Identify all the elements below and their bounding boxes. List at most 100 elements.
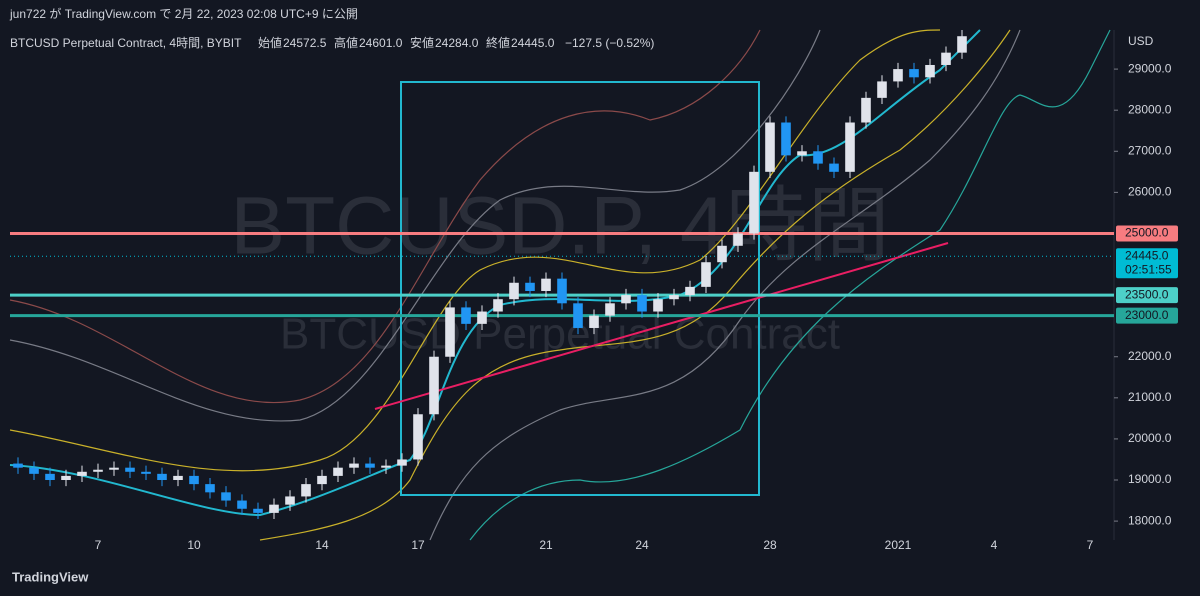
level-tag — [1116, 287, 1178, 304]
candle-body — [285, 496, 295, 505]
x-tick-label: 24 — [635, 538, 649, 552]
legend-close-label: 終値 — [486, 35, 510, 50]
x-tick-label: 7 — [1087, 538, 1094, 552]
candle-body — [589, 315, 599, 328]
trend-line — [374, 242, 949, 410]
legend-symbol: BTCUSD Perpetual Contract, 4時間, BYBIT — [10, 36, 242, 50]
level-tag — [1116, 225, 1178, 242]
candle-body — [29, 467, 39, 474]
candle-body — [685, 286, 695, 296]
candle-body — [125, 467, 135, 472]
last-price-label: 24445.0 — [1125, 248, 1169, 262]
candle-body — [237, 500, 247, 509]
candle-body — [717, 245, 727, 263]
candle-body — [477, 311, 487, 324]
x-tick-label: 10 — [187, 538, 201, 552]
candle-body — [701, 262, 711, 287]
candle-body — [797, 151, 807, 156]
x-tick-label: 17 — [411, 538, 425, 552]
legend-high-label: 高値 — [334, 35, 358, 50]
candle-body — [909, 69, 919, 78]
level-label: 25000.0 — [1125, 226, 1169, 240]
candle-body — [605, 303, 615, 316]
candle-body — [93, 469, 103, 472]
y-tick-label: 27000.0 — [1128, 143, 1172, 157]
y-tick-label: 19000.0 — [1128, 472, 1172, 486]
countdown: 02:51:55 — [1125, 262, 1172, 276]
candle-body — [893, 69, 903, 82]
candle-body — [253, 508, 263, 513]
level-label: 23500.0 — [1125, 287, 1169, 301]
candle-body — [573, 303, 583, 328]
candle-body — [301, 484, 311, 497]
candle-body — [829, 163, 839, 172]
x-tick-label: 4 — [991, 538, 998, 552]
y-tick-label: 18000.0 — [1128, 513, 1172, 527]
candle-body — [317, 475, 327, 485]
candle-body — [765, 122, 775, 172]
legend-high: 24601.0 — [359, 36, 403, 50]
y-tick-label: 28000.0 — [1128, 102, 1172, 116]
x-tick-label: 2021 — [885, 538, 912, 552]
selection-box — [400, 81, 760, 496]
y-tick-label: 22000.0 — [1128, 349, 1172, 363]
candle-body — [381, 465, 391, 468]
candle-body — [621, 295, 631, 304]
legend-change: −127.5 (−0.52%) — [565, 36, 654, 50]
currency: USD — [1128, 34, 1154, 48]
footer-brand: TradingView — [12, 569, 89, 584]
candle-body — [333, 467, 343, 476]
legend-close: 24445.0 — [511, 36, 555, 50]
candle-body — [813, 151, 823, 164]
candle-body — [957, 36, 967, 53]
candle-body — [493, 299, 503, 312]
level-label: 23000.0 — [1125, 308, 1169, 322]
candle-body — [541, 278, 551, 291]
candle-body — [653, 299, 663, 312]
candle-body — [445, 307, 455, 357]
candle-body — [557, 278, 567, 304]
x-tick-label: 28 — [763, 538, 777, 552]
candle-body — [637, 295, 647, 312]
candle-body — [781, 122, 791, 156]
watermark-line1: BTCUSD.P, 4時間 — [230, 181, 889, 272]
candle-body — [429, 356, 439, 415]
candle-body — [157, 473, 167, 481]
candle-body — [413, 414, 423, 460]
candle-body — [669, 295, 679, 300]
y-tick-label: 21000.0 — [1128, 390, 1172, 404]
x-tick-label: 7 — [95, 538, 102, 552]
candle-body — [941, 52, 951, 65]
candle-body — [349, 463, 359, 468]
candle-body — [861, 97, 871, 123]
candle-body — [221, 492, 231, 501]
candle-body — [525, 282, 535, 291]
candle-body — [845, 122, 855, 172]
last-price-tag — [1116, 248, 1178, 279]
legend-low: 24284.0 — [435, 36, 479, 50]
candle-body — [13, 463, 23, 468]
y-tick-label: 26000.0 — [1128, 185, 1172, 199]
y-tick-label: 20000.0 — [1128, 431, 1172, 445]
x-tick-label: 21 — [539, 538, 553, 552]
candle-body — [509, 282, 519, 300]
legend-open-label: 始値 — [258, 35, 282, 50]
y-tick-label: 29000.0 — [1128, 61, 1172, 75]
publisher: jun722 が TradingView.com で 2月 22, 2023 0… — [9, 6, 358, 21]
candle-body — [173, 475, 183, 481]
candle-body — [205, 484, 215, 493]
candle-body — [365, 463, 375, 468]
candle-body — [109, 467, 119, 470]
level-tag — [1116, 307, 1178, 324]
candle-body — [749, 171, 759, 234]
candle-body — [77, 471, 87, 476]
candle-body — [461, 307, 471, 324]
candle-body — [269, 504, 279, 513]
candle-body — [733, 233, 743, 246]
candle-body — [141, 471, 151, 474]
candle-body — [61, 475, 71, 481]
legend-open: 24572.5 — [283, 36, 327, 50]
